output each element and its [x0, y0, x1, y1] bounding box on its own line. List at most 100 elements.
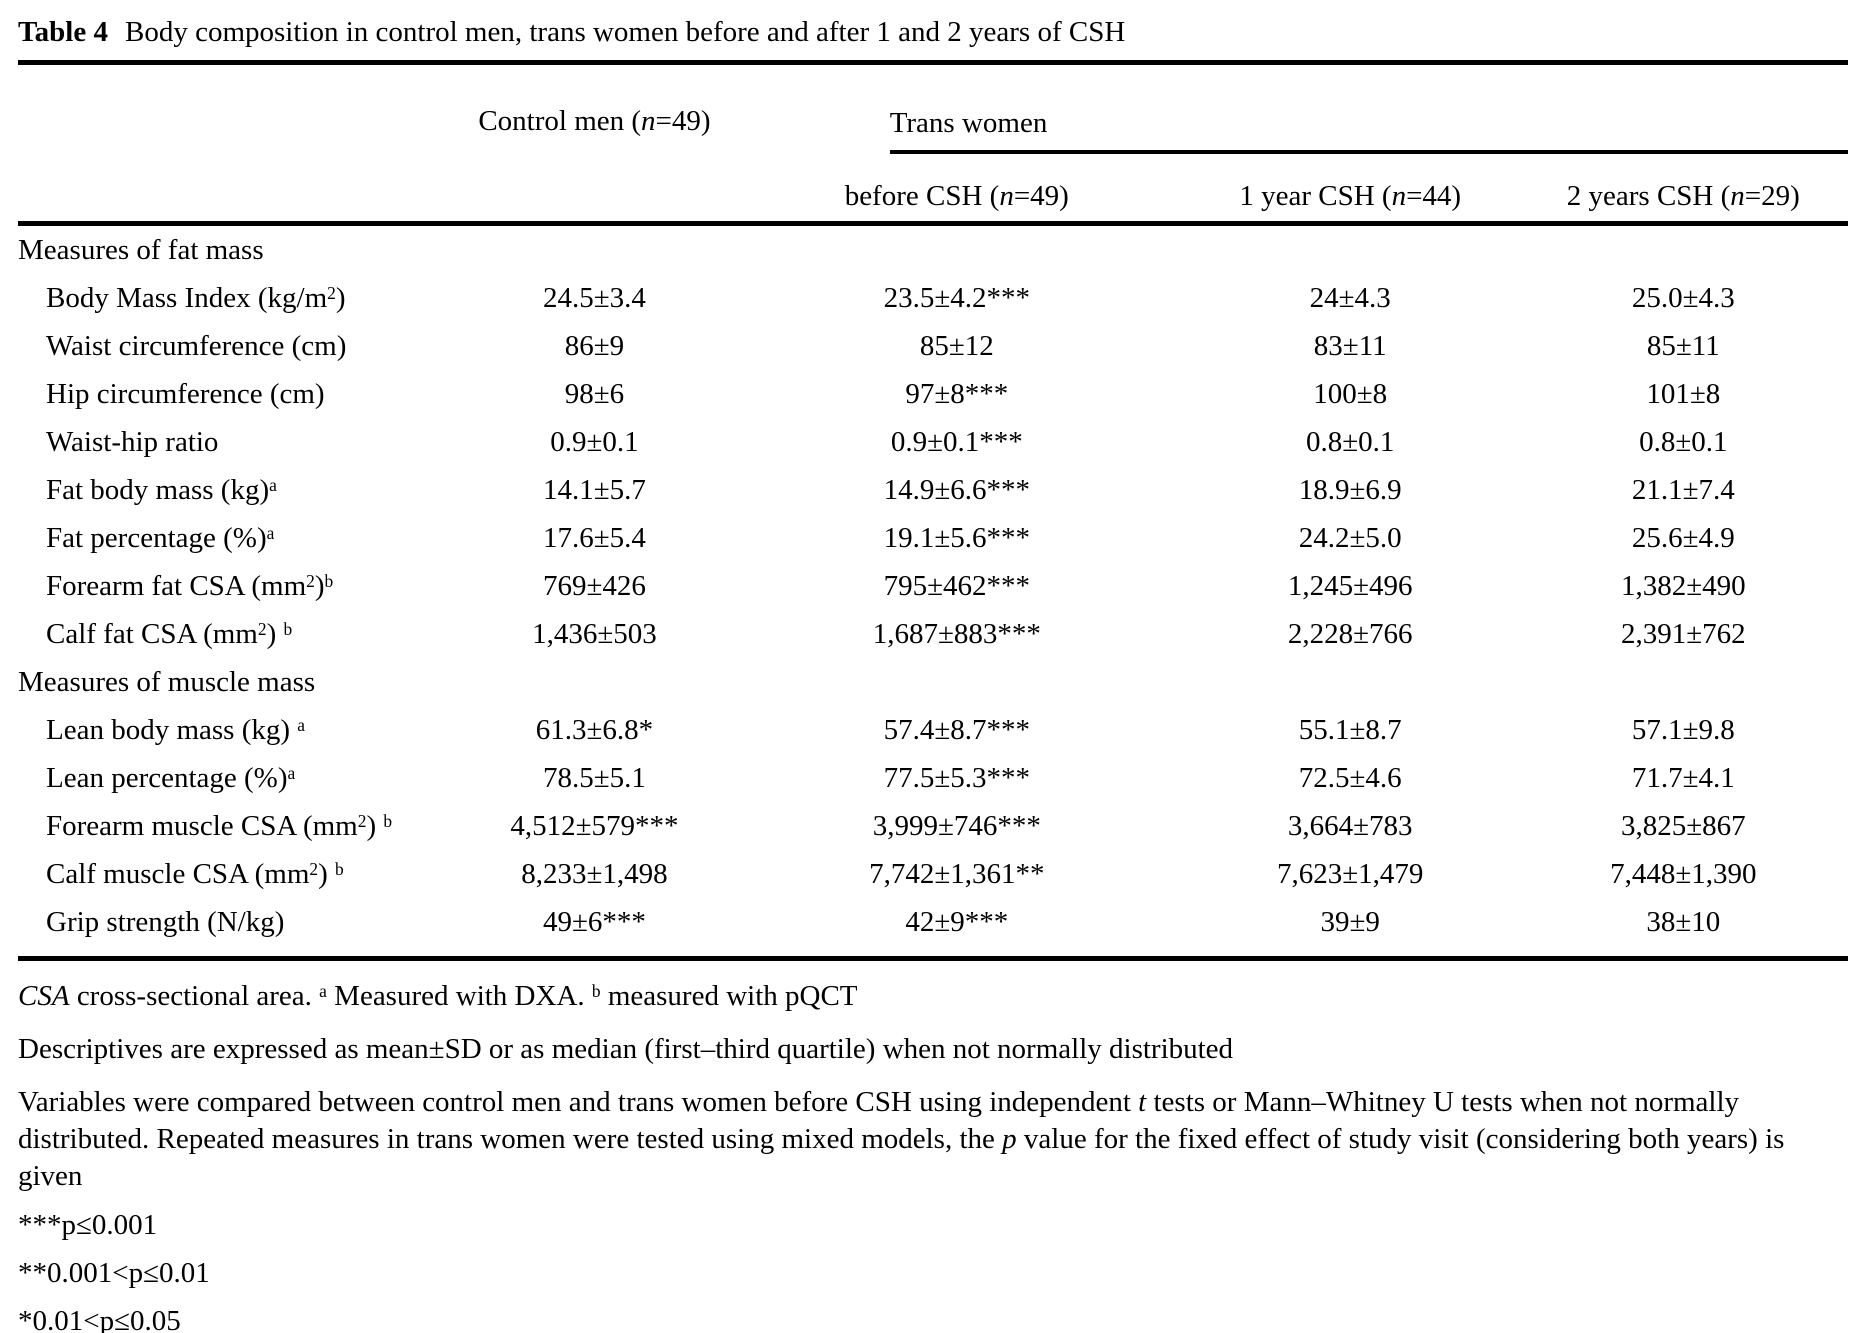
- table-caption-text: Body composition in control men, trans w…: [125, 16, 1126, 48]
- table-row: Forearm fat CSA (mm2)b 769±426 795±462*** 1…: [18, 562, 1848, 610]
- cell-value: 19.1±5.6***: [883, 521, 1030, 554]
- cell-value: 769±426: [542, 569, 646, 602]
- bottom-rule: [18, 956, 1848, 961]
- cell-value: 7,623±1,479: [1277, 857, 1424, 890]
- row-label: Body Mass Index (kg/m2): [46, 281, 346, 314]
- cell-value: 23.5±4.2***: [883, 281, 1030, 314]
- significance-p01: **0.001<p≤0.01: [18, 1257, 210, 1289]
- cell-value: 61.3±6.8*: [535, 713, 654, 746]
- table-row: Calf muscle CSA (mm2) b 8,233±1,498 7,742±…: [18, 850, 1848, 898]
- row-label: Lean body mass (kg) a: [46, 713, 306, 746]
- cell-value: 24.5±3.4: [542, 281, 646, 314]
- cell-value: 0.8±0.1: [1639, 425, 1728, 458]
- section-row: Measures of fat mass: [18, 224, 1848, 275]
- cell-value: 98±6: [564, 377, 625, 410]
- cell-value: 4,512±579***: [510, 809, 679, 842]
- cell-value: 1,382±490: [1620, 569, 1746, 602]
- row-label: Grip strength (N/kg): [46, 905, 285, 938]
- table-body: Measures of fat mass Body Mass Index (kg/…: [18, 224, 1848, 957]
- cell-value: 39±9: [1320, 905, 1380, 938]
- header-empty-cell: [18, 154, 458, 226]
- table-row: Waist circumference (cm) 86±9 85±12 83±11 85…: [18, 322, 1848, 370]
- footnote-descriptives: Descriptives are expressed as mean±SD or…: [18, 1033, 1234, 1065]
- row-label: Calf muscle CSA (mm2) b: [46, 857, 344, 890]
- cell-value: 1,687±883***: [872, 617, 1041, 650]
- cell-value: 57.4±8.7***: [883, 713, 1030, 746]
- header-row-groups: Control men (n=49) Trans women: [18, 65, 1848, 154]
- cell-value: 0.8±0.1: [1306, 425, 1395, 458]
- table-row: Fat body mass (kg)a 14.1±5.7 14.9±6.6*** 18…: [18, 466, 1848, 514]
- col-header-1-year-csh: 1 year CSH (n=44): [1181, 154, 1519, 226]
- cell-value: 0.9±0.1***: [890, 425, 1023, 458]
- header-empty-cell: [18, 65, 457, 154]
- row-label: Fat body mass (kg)a: [46, 473, 277, 506]
- cell-value: 57.1±9.8: [1631, 713, 1735, 746]
- cell-value: 1,245±496: [1287, 569, 1413, 602]
- trans-women-label: Trans women: [889, 107, 1048, 139]
- cell-value: 38±10: [1646, 905, 1721, 938]
- cell-value: 1,436±503: [532, 617, 657, 650]
- footnote-abbreviations: CSA cross-sectional area. a Measured wit…: [18, 980, 858, 1012]
- cell-value: 83±11: [1313, 329, 1387, 362]
- cell-value: 24.2±5.0: [1298, 521, 1402, 554]
- table-caption: Table 4 Body composition in control men, …: [18, 13, 1848, 51]
- footnote-statistics: Variables were compared between control …: [18, 1086, 1785, 1192]
- significance-p05: *0.01<p≤0.05: [18, 1305, 181, 1333]
- cell-value: 8,233±1,498: [521, 857, 668, 890]
- table-caption-tag: Table 4: [18, 16, 108, 48]
- cell-value: 72.5±4.6: [1298, 761, 1402, 794]
- table-row: Calf fat CSA (mm2) b 1,436±503 1,687±883**…: [18, 610, 1848, 658]
- cell-value: 14.1±5.7: [542, 473, 646, 506]
- cell-value: 49±6***: [542, 905, 646, 938]
- col-group-trans-women: Trans women: [889, 107, 1848, 154]
- row-label: Calf fat CSA (mm2) b: [46, 617, 293, 650]
- cell-value: 795±462***: [883, 569, 1030, 602]
- table-row: Hip circumference (cm) 98±6 97±8*** 100±8 10…: [18, 370, 1848, 418]
- cell-value: 7,448±1,390: [1610, 857, 1757, 890]
- cell-value: 0.9±0.1: [550, 425, 639, 458]
- cell-value: 2,391±762: [1620, 617, 1746, 650]
- cell-value: 3,664±783: [1287, 809, 1413, 842]
- cell-value: 25.6±4.9: [1631, 521, 1735, 554]
- table-row: Lean percentage (%)a 78.5±5.1 77.5±5.3*** 7…: [18, 754, 1848, 802]
- table-row: Waist-hip ratio 0.9±0.1 0.9±0.1*** 0.8±0.1 0…: [18, 418, 1848, 466]
- cell-value: 25.0±4.3: [1631, 281, 1735, 314]
- cell-value: 85±12: [919, 329, 994, 362]
- row-label: Waist circumference (cm): [46, 329, 347, 362]
- row-label: Forearm fat CSA (mm2)b: [46, 569, 334, 602]
- cell-value: 24±4.3: [1309, 281, 1391, 314]
- table-row: Fat percentage (%)a 17.6±5.4 19.1±5.6*** 24…: [18, 514, 1848, 562]
- cell-value: 101±8: [1646, 377, 1721, 410]
- cell-value: 78.5±5.1: [542, 761, 646, 794]
- significance-p001: ***p≤0.001: [18, 1209, 158, 1241]
- cell-value: 2,228±766: [1287, 617, 1413, 650]
- col-header-2-years-csh: 2 years CSH (n=29): [1518, 154, 1848, 226]
- row-label: Lean percentage (%)a: [46, 761, 296, 794]
- col-group-trans-women-cell: Trans women: [732, 65, 1848, 154]
- cell-value: 3,999±746***: [872, 809, 1041, 842]
- cell-value: 7,742±1,361**: [869, 857, 1045, 890]
- cell-value: 18.9±6.9: [1298, 473, 1402, 506]
- cell-value: 85±11: [1646, 329, 1720, 362]
- cell-value: 21.1±7.4: [1631, 473, 1735, 506]
- top-rule: [18, 60, 1848, 65]
- section-label: Measures of fat mass: [18, 233, 264, 266]
- row-label: Forearm muscle CSA (mm2) b: [46, 809, 393, 842]
- row-label: Waist-hip ratio: [46, 425, 219, 458]
- row-label: Hip circumference (cm): [46, 377, 325, 410]
- body-composition-table: Control men (n=49) Trans women before CS…: [18, 65, 1848, 956]
- section-label: Measures of muscle mass: [18, 665, 316, 698]
- cell-value: 42±9***: [905, 905, 1009, 938]
- cell-value: 97±8***: [905, 377, 1009, 410]
- cell-value: 86±9: [564, 329, 625, 362]
- col-header-before-csh: before CSH (n=49): [731, 154, 1182, 226]
- col-header-control-men: Control men (n=49): [478, 105, 711, 137]
- cell-value: 3,825±867: [1620, 809, 1746, 842]
- table-row: Forearm muscle CSA (mm2) b 4,512±579*** 3,…: [18, 802, 1848, 850]
- cell-value: 71.7±4.1: [1631, 761, 1735, 794]
- table-row: Body Mass Index (kg/m2) 24.5±3.4 23.5±4.2*…: [18, 274, 1848, 322]
- cell-value: 55.1±8.7: [1298, 713, 1402, 746]
- cell-value: 17.6±5.4: [542, 521, 646, 554]
- header-row-subcols: before CSH (n=49) 1 year CSH (n=44) 2 ye…: [18, 154, 1848, 226]
